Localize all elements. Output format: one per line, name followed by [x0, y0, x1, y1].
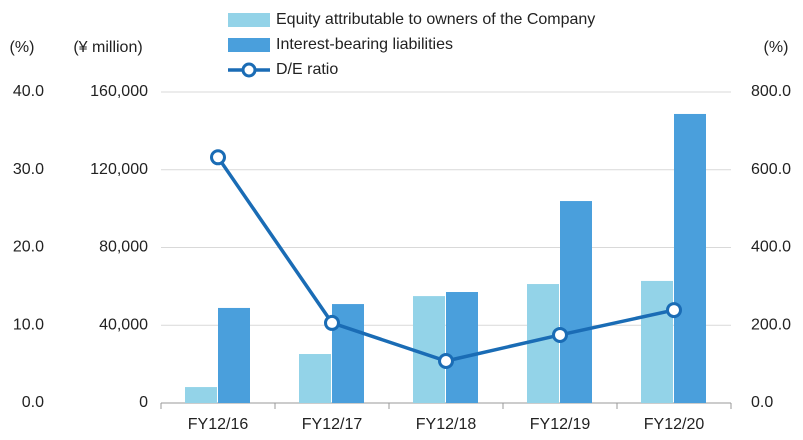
bar — [527, 284, 559, 403]
y3-tick-label: 30.0 — [13, 161, 44, 178]
legend-swatch — [228, 38, 270, 52]
y3-tick-label: 0.0 — [22, 394, 44, 411]
y-tick-label: 40,000 — [99, 316, 148, 333]
bar — [218, 307, 250, 403]
x-tick-label: FY12/18 — [416, 416, 477, 433]
line-marker — [552, 326, 568, 343]
line-marker — [438, 353, 454, 370]
y2-tick-label: 400.0 — [751, 239, 791, 256]
legend-label: D/E ratio — [276, 61, 338, 78]
legend-swatch — [241, 62, 257, 78]
y-tick-label: 120,000 — [90, 161, 148, 178]
line-marker — [324, 314, 340, 331]
y3-tick-label: 20.0 — [13, 239, 44, 256]
x-tick-label: FY12/20 — [644, 416, 705, 433]
legend-label: Interest-bearing liabilities — [276, 36, 453, 53]
bar — [299, 354, 331, 403]
bar — [185, 387, 217, 403]
y-tick-label: 160,000 — [90, 83, 148, 100]
bar — [446, 292, 478, 403]
y3-tick-label: 40.0 — [13, 83, 44, 100]
x-tick-label: FY12/17 — [302, 416, 363, 433]
y2-tick-label: 0.0 — [751, 394, 773, 411]
y2-tick-label: 600.0 — [751, 161, 791, 178]
x-tick-label: FY12/16 — [188, 416, 249, 433]
x-tick-label: FY12/19 — [530, 416, 591, 433]
y2-tick-label: 200.0 — [751, 316, 791, 333]
line-marker — [210, 149, 226, 166]
bar — [560, 201, 592, 403]
legend-label: Equity attributable to owners of the Com… — [276, 11, 595, 28]
legend-swatch — [228, 13, 270, 27]
y-tick-label: 80,000 — [99, 239, 148, 256]
line-marker — [666, 302, 682, 319]
y-axis-label: (¥ million) — [73, 39, 142, 56]
bar — [674, 113, 706, 403]
y2-axis-label: (%) — [764, 39, 789, 56]
y-tick-label: 0 — [139, 394, 148, 411]
y3-tick-label: 10.0 — [13, 316, 44, 333]
bar — [413, 296, 445, 403]
y3-axis-label: (%) — [10, 39, 35, 56]
bar — [641, 280, 673, 403]
y2-tick-label: 800.0 — [751, 83, 791, 100]
